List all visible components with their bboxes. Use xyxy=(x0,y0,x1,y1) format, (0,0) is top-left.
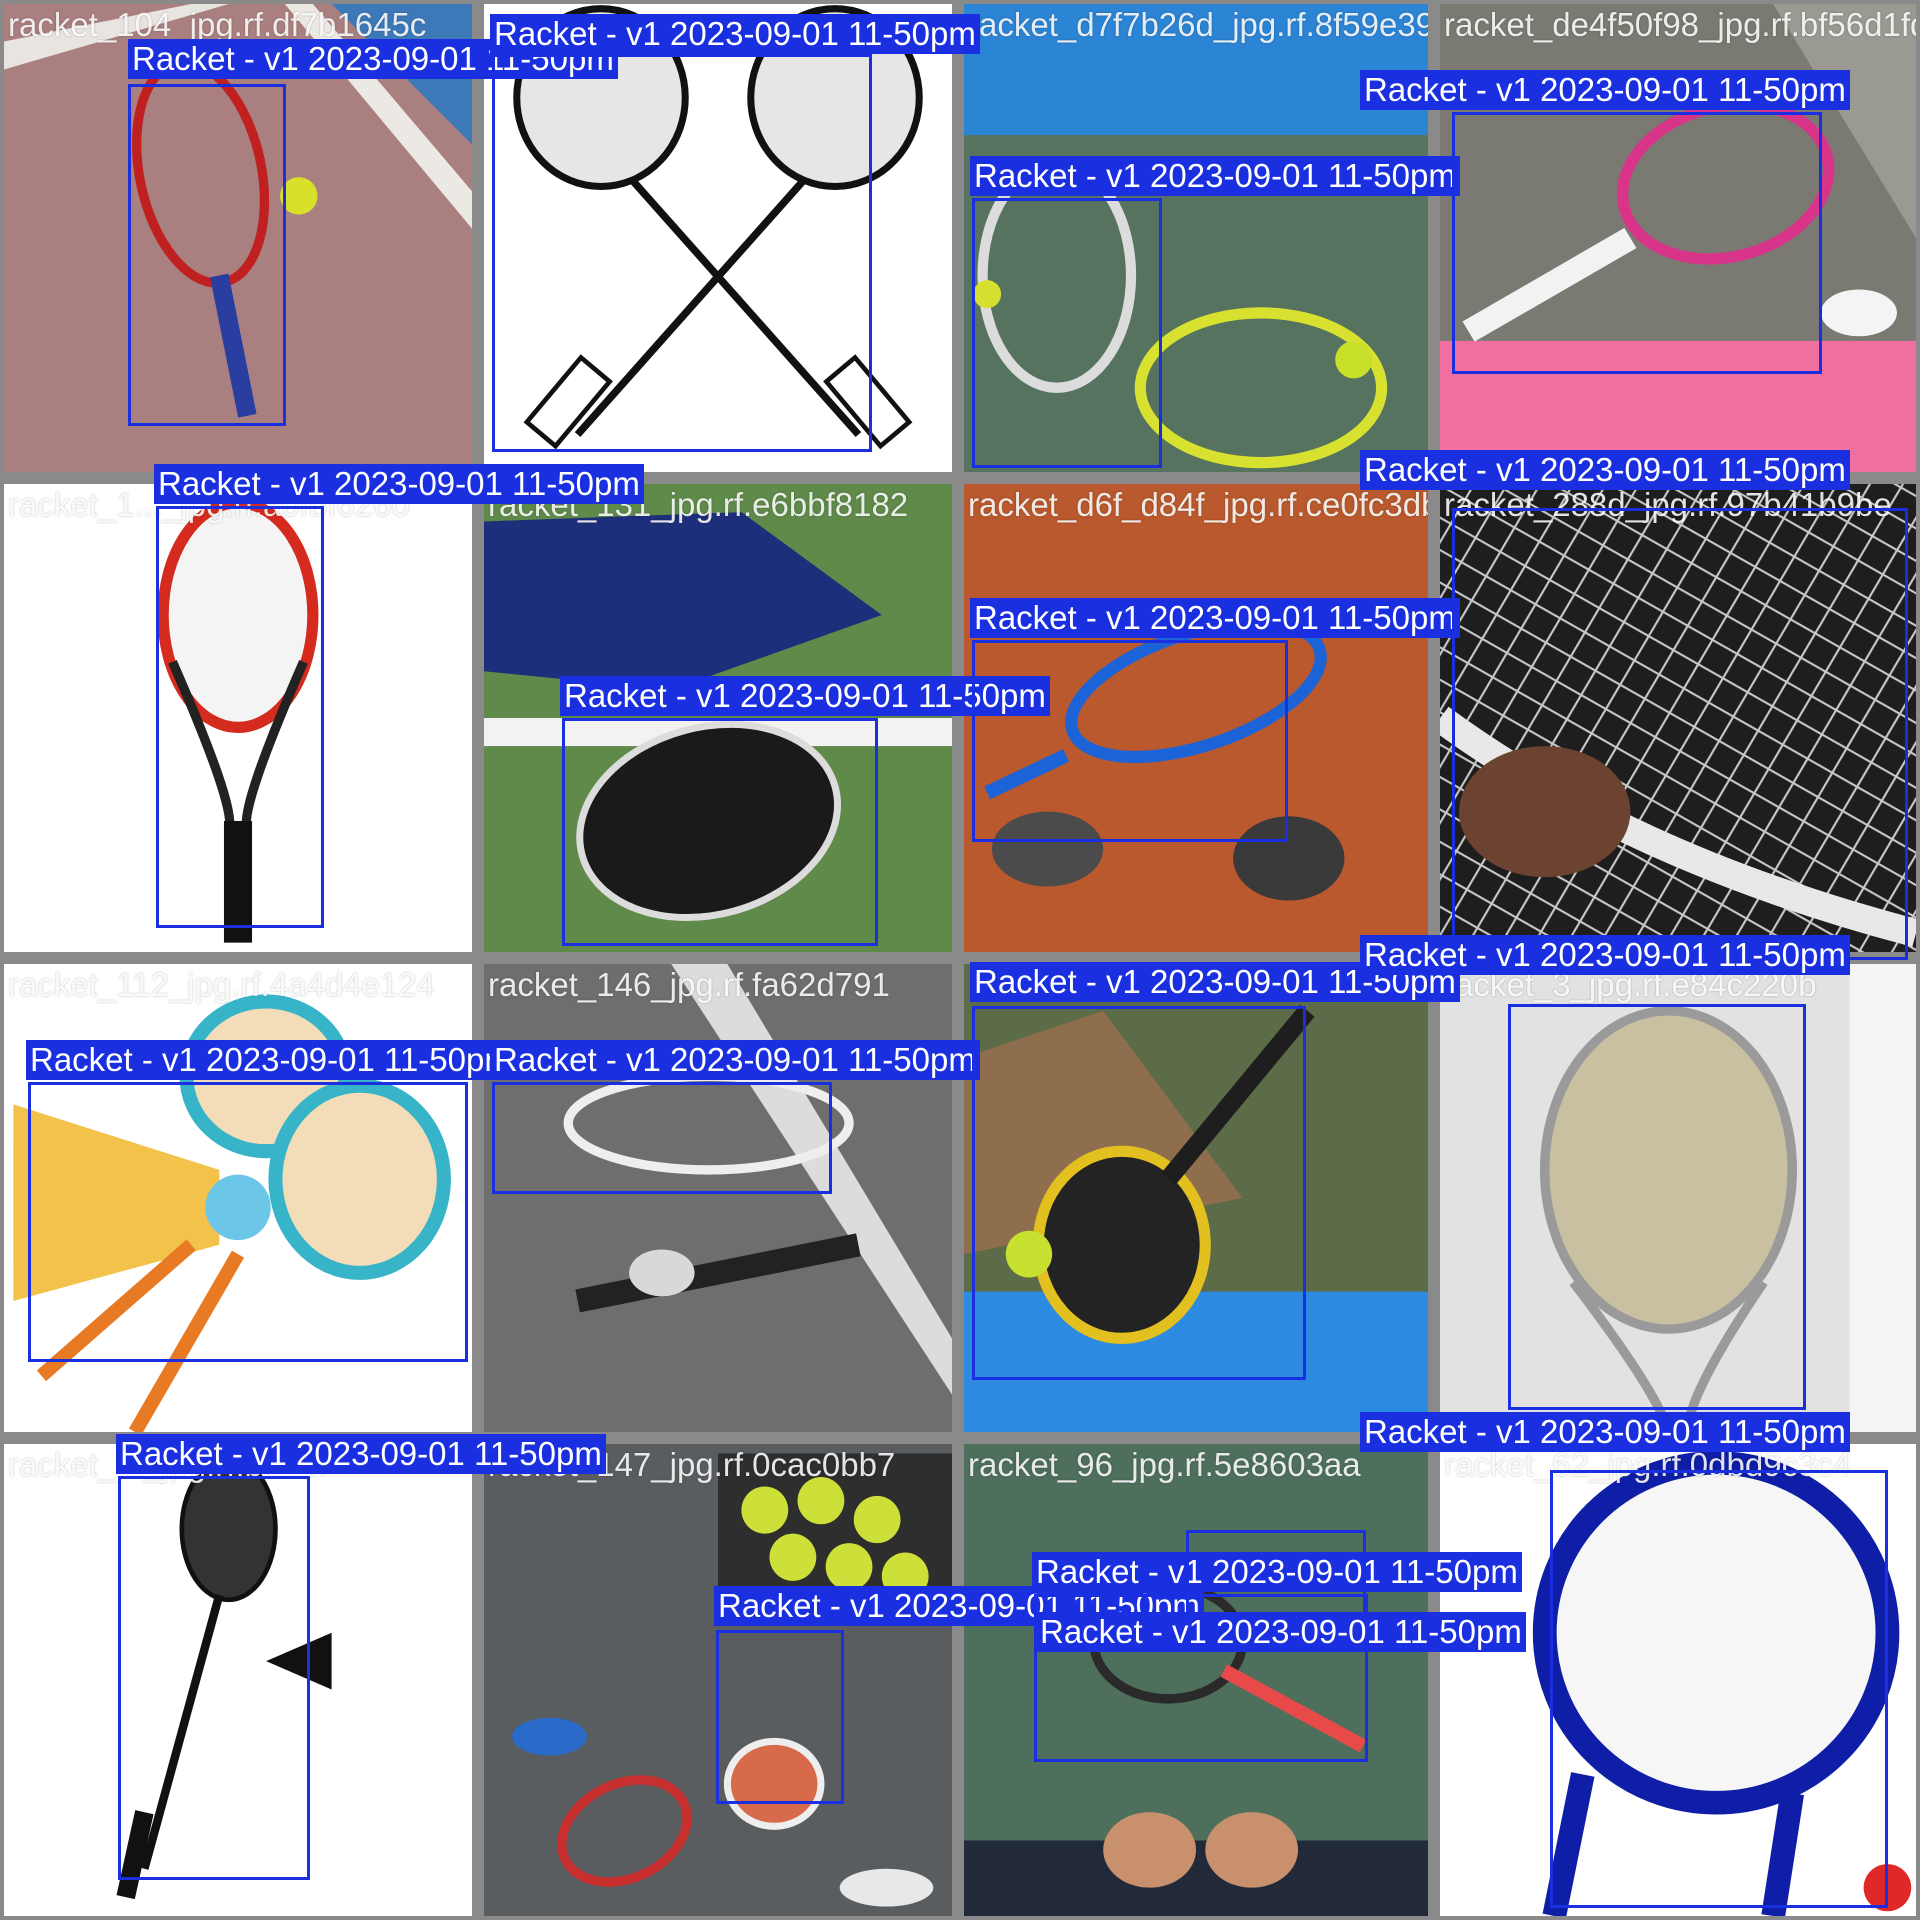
detection-box[interactable] xyxy=(972,198,1162,468)
blue-racket-cartoon-illustration xyxy=(1440,1444,1916,1916)
racket-on-green-court-feet-photo xyxy=(964,1444,1428,1916)
detection-box[interactable] xyxy=(972,640,1288,842)
tile-3[interactable]: racket_d7f7b26d_jpg.rf.8f59e39f7 xyxy=(964,4,1428,472)
racket-on-tile-floor-photo xyxy=(1440,964,1916,1432)
tile-2[interactable] xyxy=(484,4,952,472)
detection-label[interactable]: Racket - v1 2023-09-01 11-50pm xyxy=(970,598,1460,638)
detection-label[interactable]: Racket - v1 2023-09-01 11-50pm xyxy=(154,464,644,504)
detection-box[interactable] xyxy=(28,1082,468,1362)
detection-label[interactable]: Racket - v1 2023-09-01 11-50pm xyxy=(970,156,1460,196)
detection-label[interactable]: Racket - v1 2023-09-01 11-50pm xyxy=(26,1040,516,1080)
detection-label[interactable]: Racket - v1 2023-09-01 11-50pm xyxy=(490,1040,980,1080)
tile-16[interactable]: racket_62_jpg.rf.0dbd9c3c4 xyxy=(1440,1444,1916,1916)
blue-racket-clay-court-photo xyxy=(964,484,1428,952)
detection-box[interactable] xyxy=(972,1006,1306,1380)
tile-15[interactable]: racket_96_jpg.rf.5e8603aa xyxy=(964,1444,1428,1916)
tile-1[interactable]: racket_104_jpg.rf.df7b1645c xyxy=(4,4,472,472)
crossed-badminton-rackets-illustration xyxy=(484,4,952,472)
detection-label[interactable]: Racket - v1 2023-09-01 11-50pm xyxy=(490,14,980,54)
badminton-racket-silhouette-illustration xyxy=(4,1444,472,1916)
grayscale-court-rackets-photo xyxy=(484,964,952,1432)
yellow-racket-on-bench-photo xyxy=(964,964,1428,1432)
detection-box[interactable] xyxy=(118,1476,310,1880)
tile-10[interactable]: racket_146_jpg.rf.fa62d791 xyxy=(484,964,952,1432)
detection-box[interactable] xyxy=(1034,1594,1368,1762)
detection-box[interactable] xyxy=(1452,112,1822,374)
detection-box[interactable] xyxy=(492,54,872,452)
detection-label[interactable]: Racket - v1 2023-09-01 11-50pm xyxy=(1032,1552,1522,1592)
detection-label[interactable]: Racket - v1 2023-09-01 11-50pm xyxy=(1360,935,1850,975)
detection-box[interactable] xyxy=(492,1082,832,1194)
racket-strings-closeup-photo xyxy=(1440,484,1916,952)
red-black-racket-product-photo xyxy=(4,484,472,952)
detection-label[interactable]: Racket - v1 2023-09-01 11-50pm xyxy=(1036,1612,1526,1652)
detection-box[interactable] xyxy=(1452,508,1908,960)
detection-box[interactable] xyxy=(1550,1470,1888,1908)
detection-label[interactable]: Racket - v1 2023-09-01 11-50pm xyxy=(1360,1412,1850,1452)
detection-label[interactable]: Racket - v1 2023-09-01 11-50pm xyxy=(1360,450,1850,490)
detection-label[interactable]: Racket - v1 2023-09-01 11-50pm xyxy=(1360,70,1850,110)
detection-box[interactable] xyxy=(716,1630,844,1804)
tile-11[interactable] xyxy=(964,964,1428,1432)
detection-label[interactable]: Racket - v1 2023-09-01 11-50pm xyxy=(560,676,1050,716)
detection-box[interactable] xyxy=(1508,1004,1806,1410)
detection-label[interactable]: Racket - v1 2023-09-01 11-50pm xyxy=(116,1434,606,1474)
detection-box[interactable] xyxy=(156,506,324,928)
detection-box[interactable] xyxy=(128,84,286,426)
detection-box[interactable] xyxy=(562,718,878,946)
court-racket-photo xyxy=(4,4,472,472)
